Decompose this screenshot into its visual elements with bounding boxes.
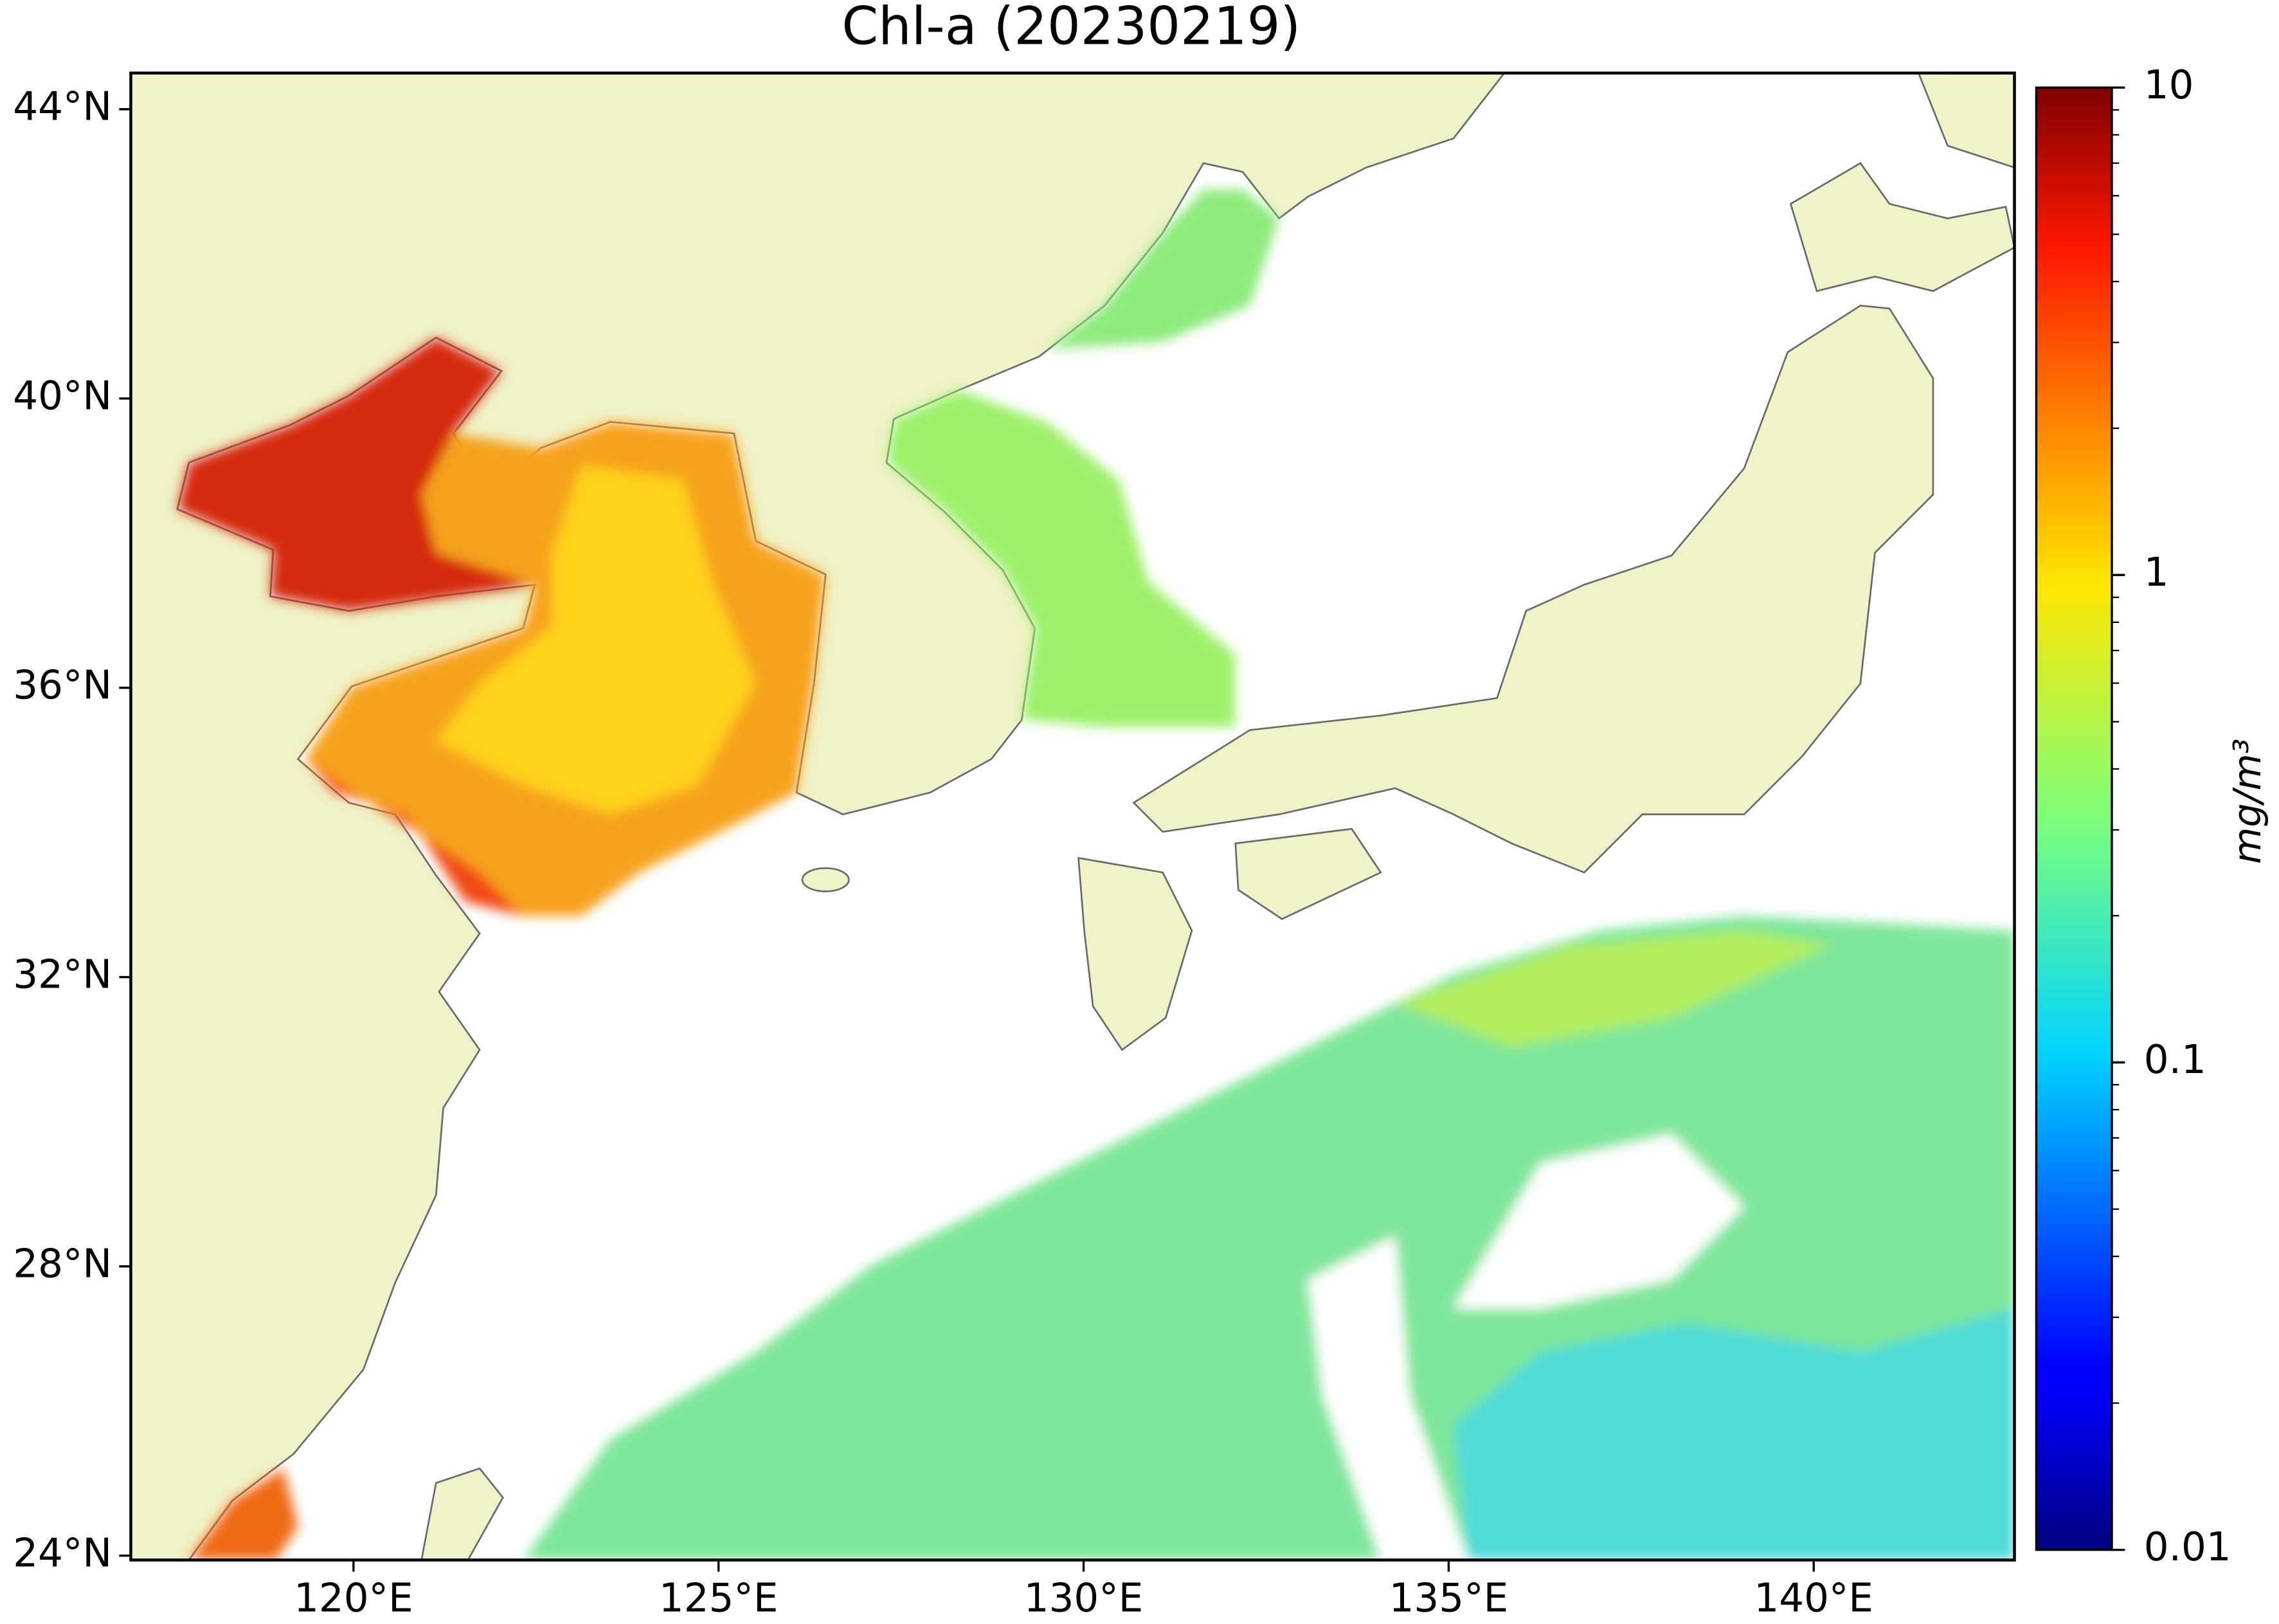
y-tick-label: 40°N: [13, 373, 112, 419]
map-title: Chl-a (20230219): [842, 0, 1301, 57]
colorbar-tick-label: 1: [2144, 550, 2169, 595]
colorbar-tick-label: 0.01: [2144, 1524, 2231, 1570]
y-tick-label: 24°N: [13, 1530, 112, 1576]
colorbar-tick-label: 0.1: [2144, 1037, 2206, 1083]
colorbar-label: mg/m³: [2225, 739, 2269, 864]
colorbar: [2035, 86, 2113, 1551]
y-tick-label: 44°N: [13, 84, 112, 129]
y-tick-label: 32°N: [13, 952, 112, 997]
map-frame: [129, 71, 2016, 1562]
chlorophyll-field: [177, 189, 2015, 1560]
x-tick-label: 140°E: [1754, 1575, 1873, 1621]
x-tick-label: 135°E: [1389, 1575, 1509, 1621]
colorbar-tick-label: 10: [2144, 62, 2194, 108]
y-tick-label: 28°N: [13, 1241, 112, 1286]
x-tick-label: 125°E: [659, 1575, 779, 1621]
map-area: [131, 73, 2015, 1560]
islands: [420, 73, 2015, 1560]
x-tick-label: 130°E: [1024, 1575, 1144, 1621]
x-tick-label: 120°E: [294, 1575, 413, 1621]
y-tick-label: 36°N: [13, 662, 112, 708]
